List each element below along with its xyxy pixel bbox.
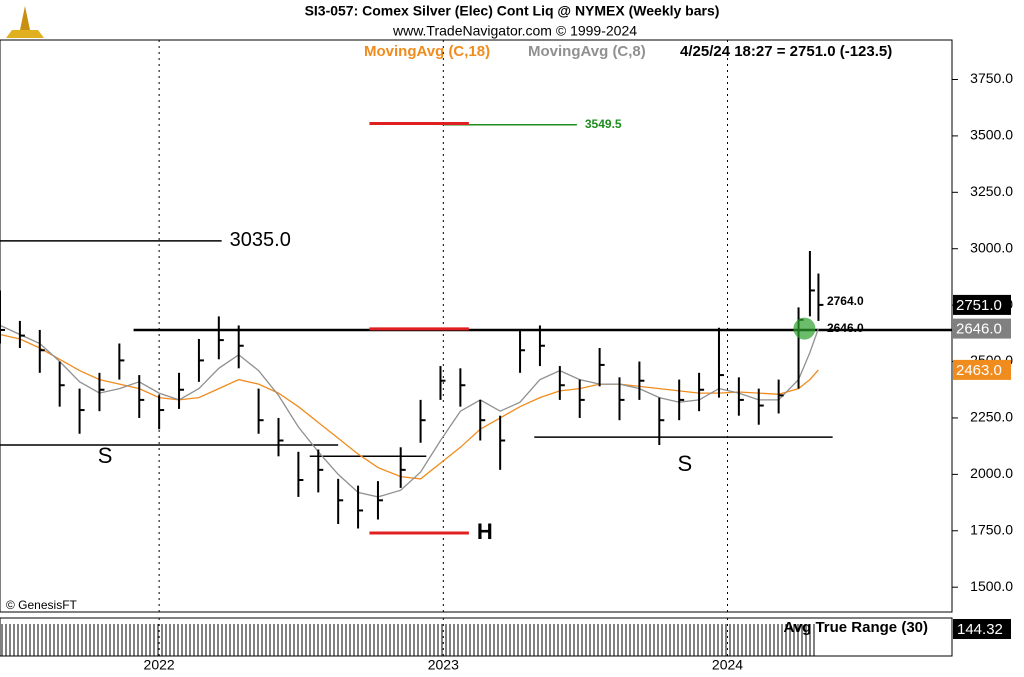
y-tick-label: 2250.0: [970, 409, 1013, 425]
y-tick-label: 3500.0: [970, 127, 1013, 143]
point-label: 2764.0: [827, 294, 864, 308]
info: 4/25/24 18:27 = 2751.0 (-123.5): [680, 43, 892, 60]
chart-subtitle: www.TradeNavigator.com © 1999-2024: [392, 23, 637, 39]
price-tag: [953, 294, 1011, 315]
x-tick-label: 2023: [428, 657, 459, 673]
chart-title: SI3-057: Comex Silver (Elec) Cont Liq @ …: [305, 3, 720, 19]
price-tag-label: 2463.0: [956, 362, 1002, 379]
legend-entry: MovingAvg (C,8): [528, 43, 646, 60]
y-tick-label: 1500.0: [970, 578, 1013, 594]
price-tag-label: 2751.0: [956, 297, 1002, 314]
level-label: H: [477, 519, 493, 544]
logo: [6, 6, 44, 38]
plot-frame: [0, 39, 953, 613]
atr-label: Avg True Range (30): [784, 619, 928, 636]
level-label: 3035.0: [230, 229, 291, 251]
annotation: S: [678, 451, 693, 476]
legend-entry: MovingAvg (C,18): [364, 43, 490, 60]
point-label: 2646.0: [827, 321, 864, 335]
atr-tag: [953, 619, 1011, 639]
price-tag-label: 2646.0: [956, 321, 1002, 338]
credit: © GenesisFT: [6, 598, 78, 612]
annotation: S: [98, 443, 113, 468]
price-tag: [953, 359, 1011, 380]
y-tick-label: 3750.0: [970, 70, 1013, 86]
atr-value: 144.32: [957, 621, 1003, 638]
price-tag: [953, 318, 1011, 339]
level-label: 3549.5: [585, 117, 622, 131]
x-tick-label: 2024: [712, 657, 743, 673]
y-tick-label: 3250.0: [970, 183, 1013, 199]
y-tick-label: 2000.0: [970, 465, 1013, 481]
x-tick-label: 2022: [144, 657, 175, 673]
y-tick-label: 3000.0: [970, 239, 1013, 255]
y-tick-label: 1750.0: [970, 521, 1013, 537]
highlight: [793, 317, 816, 340]
